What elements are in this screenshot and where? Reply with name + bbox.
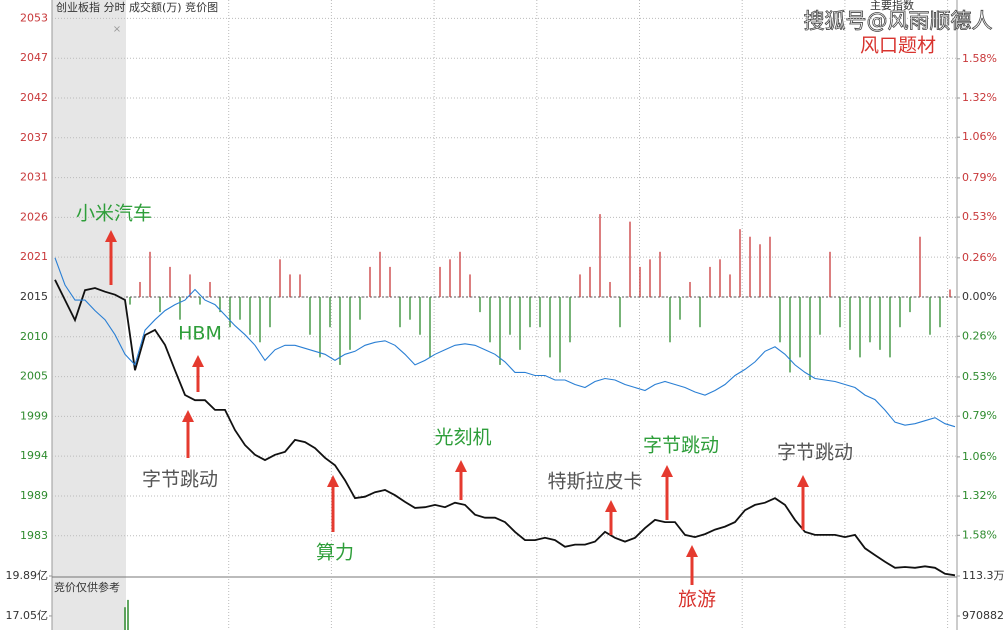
y2-tick-label: 0.26% — [962, 329, 997, 342]
y2-tick-label: 113.3万 — [962, 569, 1005, 582]
y-tick-label: 1999 — [20, 409, 48, 422]
series-line — [54, 257, 956, 428]
y2-tick-label: 1.32% — [962, 489, 997, 502]
overlay-label: 主要指数 — [870, 0, 914, 12]
arrow-head — [455, 460, 467, 472]
arrow-head — [661, 465, 673, 477]
y2-tick-label: 0.79% — [962, 409, 997, 422]
y-tick-label: 2031 — [20, 171, 48, 184]
watermark: 搜狐号@风雨顺德人 — [804, 9, 993, 33]
y-tick-label: 17.05亿 — [6, 609, 49, 622]
y2-tick-label: 1.06% — [962, 130, 997, 143]
y-tick-label: 1983 — [20, 529, 48, 542]
auction-region — [52, 0, 126, 630]
annotation: 旅游 — [678, 589, 716, 611]
y-tick-label: 1994 — [20, 449, 48, 462]
y-tick-label: 2021 — [20, 250, 48, 263]
y-tick-label: 2015 — [20, 290, 48, 303]
y2-tick-label: 0.53% — [962, 370, 997, 383]
annotation: 字节跳动 — [777, 442, 853, 464]
y2-tick-label: 0.79% — [962, 171, 997, 184]
header-title: 创业板指 分时 成交额(万) 竞价图 — [56, 0, 218, 14]
y2-tick-label: 970882 — [962, 609, 1004, 622]
annotation: 字节跳动 — [142, 469, 218, 491]
annotation: 光刻机 — [434, 427, 491, 449]
y2-tick-label: 1.06% — [962, 450, 997, 463]
arrow-head — [105, 230, 117, 242]
series-line — [54, 279, 956, 577]
y-tick-label: 2010 — [20, 330, 48, 343]
arrow-head — [686, 545, 698, 557]
y2-tick-label: 1.58% — [962, 528, 997, 541]
y2-tick-label: 1.32% — [962, 91, 997, 104]
arrow-head — [182, 410, 194, 422]
y-tick-label: 2026 — [20, 210, 48, 223]
y2-tick-label: 0.00% — [962, 290, 997, 303]
annotation: 字节跳动 — [643, 435, 719, 457]
y2-tick-label: 0.53% — [962, 210, 997, 223]
annotation: 算力 — [316, 542, 354, 564]
arrow-head — [192, 355, 204, 367]
arrow-head — [797, 475, 809, 487]
y-tick-label: 2053 — [20, 11, 48, 24]
auction-note: 竞价仅供参考 — [54, 580, 120, 594]
arrow-head — [327, 475, 339, 487]
subtitle: 风口题材 — [860, 35, 936, 57]
y-tick-label: 2037 — [20, 131, 48, 144]
y-tick-label: 1989 — [20, 489, 48, 502]
annotation: 特斯拉皮卡 — [547, 471, 642, 493]
close-icon: × — [113, 24, 121, 35]
annotation: HBM — [178, 323, 222, 345]
y2-tick-label: 0.26% — [962, 251, 997, 264]
y-tick-label: 19.89亿 — [6, 569, 49, 582]
y-tick-label: 2005 — [20, 370, 48, 383]
arrow-head — [605, 500, 617, 512]
y-tick-label: 2042 — [20, 91, 48, 104]
y2-tick-label: 1.58% — [962, 52, 997, 65]
y-tick-label: 2047 — [20, 51, 48, 64]
annotation: 小米汽车 — [76, 203, 152, 225]
